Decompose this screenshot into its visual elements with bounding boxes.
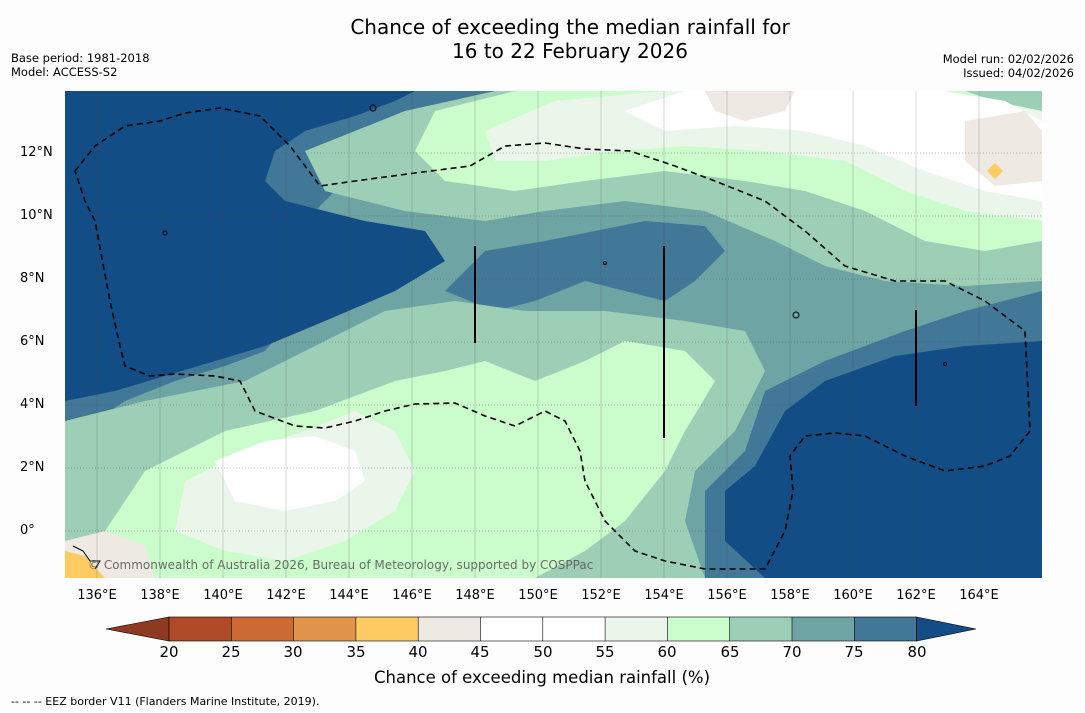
title-line-2: 16 to 22 February 2026: [452, 39, 688, 63]
lat-gridlines: [65, 152, 1042, 532]
lon-label-148e: 148°E: [455, 588, 495, 603]
colorbar-tick-65: 65: [720, 643, 740, 661]
colorbar-25-30: [231, 617, 294, 641]
colorbar-tick-70: 70: [782, 643, 802, 661]
lon-gridlines: [96, 91, 980, 578]
colorbar-tick-20: 20: [159, 643, 179, 661]
colorbar-60-65: [667, 617, 730, 641]
colorbar-70-75: [792, 617, 855, 641]
lat-label-12n: 12°N: [20, 145, 53, 160]
band-40-45-ne2: [965, 111, 1042, 186]
model-run: Model run: 02/02/2026: [942, 52, 1074, 66]
lat-label-4n: 4°N: [20, 397, 45, 412]
band-above-80-west: [65, 91, 445, 401]
colorbar-45-50: [480, 617, 543, 641]
lat-label-8n: 8°N: [20, 271, 45, 286]
colorbar-65-70: [729, 617, 792, 641]
lon-label-144e: 144°E: [329, 588, 369, 603]
eez-border: [74, 107, 1031, 570]
lon-label-162e: 162°E: [896, 588, 936, 603]
lon-label-140e: 140°E: [203, 588, 243, 603]
base-period: Base period: 1981-2018: [11, 51, 150, 65]
band-45-55-south: [215, 436, 365, 511]
colorbar-50-55: [542, 617, 606, 641]
colorbar-dividers: [168, 616, 917, 642]
eez-legend-note: -- -- -- EEZ border V11 (Flanders Marine…: [11, 695, 320, 708]
boundary-bars: [474, 246, 917, 438]
colorbar-above-80: [916, 616, 977, 642]
lon-label-146e: 146°E: [392, 588, 432, 603]
colorbar-tick-25: 25: [221, 643, 241, 661]
lon-label-164e: 164°E: [959, 588, 999, 603]
lon-label-150e: 150°E: [518, 588, 558, 603]
meta-left: Base period: 1981-2018 Model: ACCESS-S2: [11, 51, 150, 79]
colorbar-40-45: [418, 617, 481, 641]
colorbar-title: Chance of exceeding median rainfall (%): [373, 668, 711, 687]
lon-label-160e: 160°E: [833, 588, 873, 603]
colorbar-tick-30: 30: [283, 643, 303, 661]
colorbar-55-60: [605, 617, 668, 641]
band-40-45-ne: [705, 91, 795, 121]
colorbar-tick-45: 45: [470, 643, 490, 661]
chart-title: Chance of exceeding the median rainfall …: [0, 15, 1085, 63]
band-35-40-sw: [65, 551, 105, 578]
lon-label-136e: 136°E: [77, 588, 117, 603]
lon-label-152e: 152°E: [581, 588, 621, 603]
colorbar-tick-40: 40: [408, 643, 428, 661]
lon-label-154e: 154°E: [644, 588, 684, 603]
colorbar-30-35: [293, 617, 356, 641]
lon-label-138e: 138°E: [140, 588, 180, 603]
meta-right: Model run: 02/02/2026 Issued: 04/02/2026: [943, 52, 1074, 80]
colorbar-tick-75: 75: [844, 643, 864, 661]
colorbar-tick-80: 80: [907, 643, 927, 661]
band-above-80-east: [725, 341, 1042, 578]
lon-label-156e: 156°E: [707, 588, 747, 603]
copyright-notice: © Commonwealth of Australia 2026, Bureau…: [88, 558, 594, 572]
model-name: Model: ACCESS-S2: [11, 65, 118, 79]
colorbar-20-25: [169, 617, 232, 641]
lon-label-142e: 142°E: [266, 588, 306, 603]
title-line-1: Chance of exceeding the median rainfall …: [350, 15, 790, 39]
band-75-80-center: [445, 221, 725, 311]
lon-label-158e: 158°E: [770, 588, 810, 603]
map-frame: [65, 91, 1042, 578]
lat-label-6n: 6°N: [20, 334, 45, 349]
lat-label-0: 0°: [20, 523, 35, 538]
colorbar-tick-60: 60: [657, 643, 677, 661]
coastline-sw: [72, 545, 101, 570]
colorbar-below-20: [106, 616, 170, 642]
colorbar-35-40: [355, 617, 419, 641]
band-45-55: [625, 91, 1042, 201]
colorbar: [106, 616, 977, 642]
islands: [162, 104, 947, 366]
lat-label-10n: 10°N: [20, 208, 53, 223]
issued-date: Issued: 04/02/2026: [963, 66, 1074, 80]
colorbar-tick-35: 35: [346, 643, 366, 661]
band-35-40-ne: [987, 163, 1003, 179]
rainfall-map: [65, 91, 1042, 578]
colorbar-75-80: [854, 617, 917, 641]
lat-label-2n: 2°N: [20, 460, 45, 475]
colorbar-tick-55: 55: [595, 643, 615, 661]
colorbar-tick-50: 50: [533, 643, 553, 661]
